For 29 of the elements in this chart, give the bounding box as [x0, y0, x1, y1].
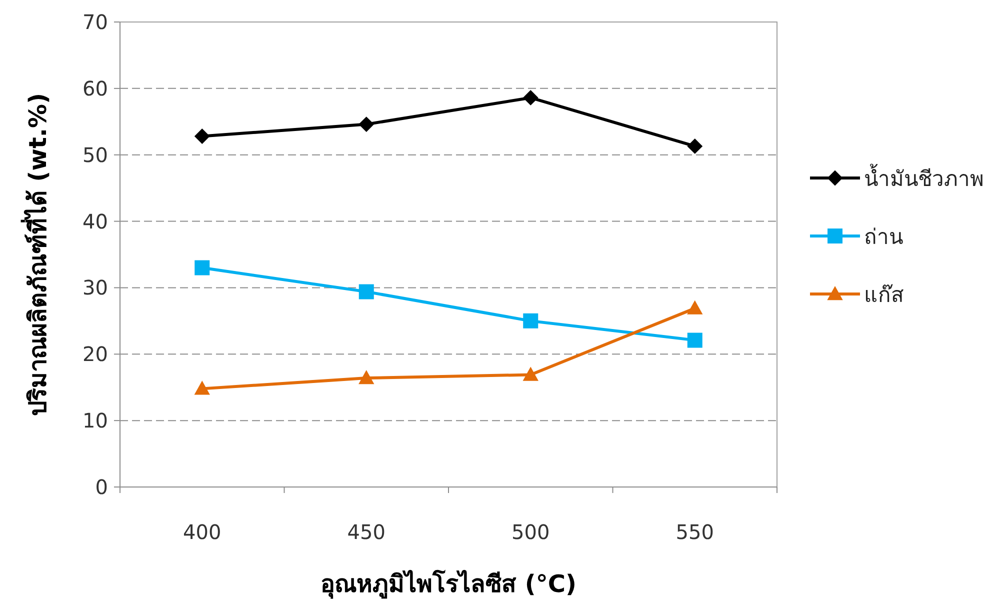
- legend-label: แก๊ส: [864, 283, 904, 307]
- legend-label: ถ่าน: [864, 225, 903, 249]
- y-axis-title: ปริมาณผลิตภัณฑ์ที่ได้ (wt.%): [20, 92, 52, 416]
- point: [523, 90, 538, 106]
- y-tick-label: 0: [95, 475, 108, 499]
- point: [358, 284, 374, 300]
- y-tick-label: 70: [82, 10, 108, 34]
- y-tick-label: 50: [82, 142, 108, 167]
- point: [358, 370, 374, 384]
- y-tick-label: 40: [82, 209, 108, 234]
- point: [194, 260, 210, 276]
- point: [358, 116, 374, 132]
- x-tick-label: 550: [676, 520, 714, 544]
- y-tick-label: 30: [82, 276, 108, 300]
- y-tick-label: 20: [82, 342, 108, 366]
- point: [194, 381, 210, 395]
- y-tick-label: 60: [82, 76, 108, 100]
- point: [523, 313, 538, 328]
- point: [523, 367, 538, 381]
- y-tick-label: 10: [82, 408, 108, 433]
- point: [687, 300, 702, 314]
- x-tick-label: 450: [347, 520, 386, 544]
- point: [194, 128, 210, 144]
- x-tick-label: 400: [183, 520, 222, 544]
- legend-label: น้ำมันชีวภาพ: [864, 164, 984, 191]
- x-tick-label: 500: [512, 520, 550, 544]
- x-axis-title: อุณหภูมิไพโรไลซีส (°C): [320, 569, 576, 600]
- point: [687, 332, 702, 348]
- point: [687, 138, 702, 154]
